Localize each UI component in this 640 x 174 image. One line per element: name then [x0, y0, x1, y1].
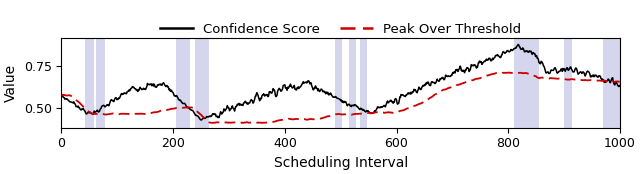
Peak Over Threshold [515, 72, 522, 74]
Confidence Score [515, 43, 522, 45]
Confidence Score [552, 69, 560, 71]
Confidence Score [92, 111, 99, 113]
Confidence Score [590, 76, 598, 78]
Bar [85, 38, 94, 128]
Peak Over Threshold [171, 107, 179, 109]
Confidence Score [171, 95, 179, 97]
Peak Over Threshold [590, 80, 598, 82]
Bar [195, 38, 209, 128]
Legend: Confidence Score, Peak Over Threshold: Confidence Score, Peak Over Threshold [154, 17, 527, 41]
Bar [335, 38, 342, 128]
Peak Over Threshold [58, 94, 65, 96]
Bar [603, 38, 620, 128]
Peak Over Threshold [552, 77, 560, 80]
Peak Over Threshold [218, 122, 225, 124]
Confidence Score [493, 55, 501, 57]
Bar [514, 38, 539, 128]
Confidence Score [616, 84, 624, 86]
Confidence Score [58, 94, 65, 96]
Line: Peak Over Threshold: Peak Over Threshold [61, 73, 620, 123]
Bar [96, 38, 105, 128]
X-axis label: Scheduling Interval: Scheduling Interval [273, 156, 408, 170]
Bar [360, 38, 367, 128]
Line: Confidence Score: Confidence Score [61, 44, 620, 120]
Peak Over Threshold [616, 81, 624, 83]
Confidence Score [198, 119, 205, 121]
Confidence Score [514, 44, 522, 46]
Peak Over Threshold [92, 113, 99, 115]
Peak Over Threshold [495, 72, 502, 74]
Bar [176, 38, 190, 128]
Peak Over Threshold [493, 72, 501, 74]
Bar [564, 38, 572, 128]
Bar [349, 38, 356, 128]
Y-axis label: Value: Value [4, 64, 18, 102]
